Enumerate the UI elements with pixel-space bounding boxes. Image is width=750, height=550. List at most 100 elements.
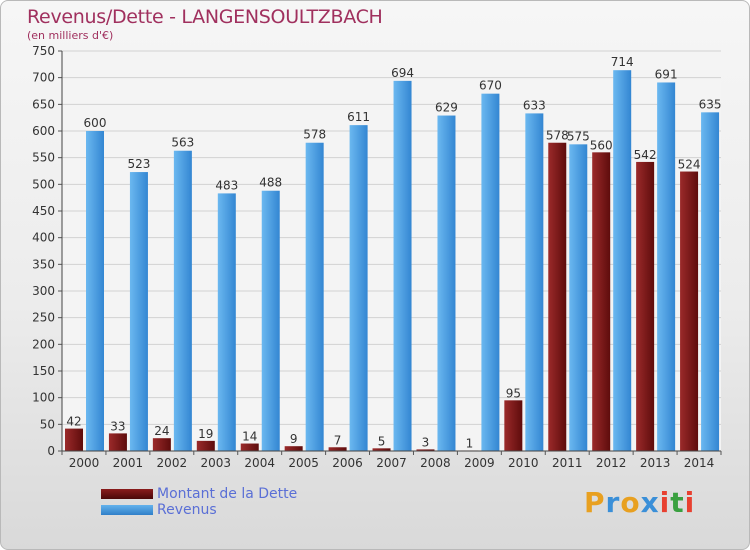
bar-debt — [328, 447, 347, 451]
logo-letter: i — [659, 486, 671, 519]
data-label-debt: 14 — [242, 430, 257, 444]
y-tick-label: 450 — [32, 204, 55, 218]
x-tick-label: 2004 — [244, 456, 275, 470]
data-label-revenue: 483 — [215, 178, 238, 192]
bar-debt — [636, 161, 655, 451]
legend-swatch-debt — [101, 489, 153, 499]
data-label-debt: 560 — [590, 138, 613, 152]
logo-letter: t — [670, 486, 685, 519]
x-tick-label: 2002 — [157, 456, 188, 470]
y-tick-label: 350 — [32, 257, 55, 271]
bar-revenue — [349, 125, 368, 451]
bar-debt — [504, 400, 523, 451]
data-label-revenue: 578 — [303, 128, 326, 142]
data-label-revenue: 523 — [127, 157, 150, 171]
x-tick-label: 2006 — [332, 456, 363, 470]
bar-debt — [196, 440, 215, 451]
data-label-revenue: 635 — [699, 97, 722, 111]
bar-debt — [284, 446, 303, 451]
x-tick-label: 2013 — [640, 456, 671, 470]
data-label-revenue: 488 — [259, 176, 282, 190]
proxiti-logo: Proxiti — [584, 486, 695, 519]
bar-revenue — [525, 113, 544, 452]
bar-revenue — [217, 193, 236, 451]
data-label-debt: 19 — [198, 427, 213, 441]
y-tick-label: 100 — [32, 391, 55, 405]
bars: 42 600 33 523 24 563 19 483 14 488 9 578 7 611 5 694 3 62… — [65, 55, 722, 452]
bar-revenue — [393, 80, 412, 451]
data-label-debt: 5 — [378, 434, 386, 448]
bar-revenue — [657, 82, 676, 451]
bar-debt — [108, 433, 127, 451]
y-tick-label: 200 — [32, 337, 55, 351]
bar-debt — [152, 438, 171, 451]
data-label-debt: 42 — [66, 415, 81, 429]
x-axis: 2000 2001 2002 2003 2004 2005 2006 2007 2008 2009… — [61, 450, 722, 470]
bar-revenue — [261, 190, 280, 451]
chart-subtitle: (en milliers d'€) — [27, 29, 114, 42]
data-label-debt: 542 — [634, 148, 657, 162]
data-label-debt: 24 — [154, 424, 169, 438]
x-tick-label: 2014 — [684, 456, 715, 470]
bar-revenue — [701, 112, 720, 451]
logo-letter: x — [640, 486, 660, 519]
data-label-debt: 9 — [290, 432, 298, 446]
bar-revenue — [481, 93, 500, 452]
y-axis: 0 50 100 150 200 250 300 350 400 450 500 550 600 650 7… — [32, 44, 63, 458]
bar-revenue — [129, 172, 148, 452]
bar-debt — [680, 171, 699, 452]
data-label-revenue: 691 — [655, 67, 678, 81]
bar-debt — [592, 152, 611, 452]
legend-label-revenue: Revenus — [157, 502, 217, 518]
x-tick-label: 2005 — [288, 456, 319, 470]
x-tick-label: 2007 — [376, 456, 407, 470]
plot-area — [62, 51, 721, 451]
x-tick-label: 2008 — [420, 456, 451, 470]
y-tick-label: 750 — [32, 44, 55, 58]
chart-title: Revenus/Dette - LANGENSOULTZBACH — [27, 6, 383, 28]
data-label-revenue: 611 — [347, 110, 370, 124]
y-tick-label: 300 — [32, 284, 55, 298]
y-tick-label: 0 — [47, 444, 55, 458]
data-label-debt: 1 — [466, 436, 474, 450]
bar-debt — [240, 443, 259, 451]
bar-debt — [416, 449, 435, 451]
logo-letter: r — [605, 486, 621, 519]
data-label-debt: 7 — [334, 433, 342, 447]
y-tick-label: 600 — [32, 124, 55, 138]
x-tick-label: 2010 — [508, 456, 539, 470]
x-tick-label: 2009 — [464, 456, 495, 470]
bar-revenue — [569, 144, 588, 452]
logo-letter: o — [620, 486, 641, 519]
data-label-debt: 33 — [110, 419, 125, 433]
bar-revenue — [613, 70, 632, 451]
data-label-revenue: 629 — [435, 101, 458, 115]
data-label-revenue: 714 — [611, 55, 634, 69]
bar-revenue — [86, 131, 104, 451]
data-label-revenue: 633 — [523, 98, 546, 112]
bar-revenue — [305, 142, 324, 451]
y-tick-label: 700 — [32, 71, 55, 85]
bar-debt — [548, 142, 567, 451]
logo-letter: P — [584, 486, 606, 519]
logo-letter: i — [684, 486, 696, 519]
legend-swatch-revenue — [101, 505, 153, 515]
data-label-revenue: 670 — [479, 79, 502, 93]
x-tick-label: 2000 — [69, 456, 100, 470]
y-tick-label: 150 — [32, 364, 55, 378]
bar-revenue — [173, 150, 192, 451]
x-tick-label: 2003 — [200, 456, 231, 470]
grid-lines — [62, 50, 721, 452]
data-label-revenue: 575 — [567, 129, 590, 143]
data-label-debt: 578 — [546, 129, 569, 143]
x-tick-label: 2001 — [113, 456, 144, 470]
data-label-revenue: 694 — [391, 66, 414, 80]
y-tick-label: 50 — [40, 417, 55, 431]
data-label-revenue: 600 — [84, 116, 107, 130]
data-label-debt: 95 — [506, 386, 521, 400]
y-tick-label: 400 — [32, 231, 55, 245]
y-tick-label: 550 — [32, 151, 55, 165]
x-tick-label: 2012 — [596, 456, 627, 470]
